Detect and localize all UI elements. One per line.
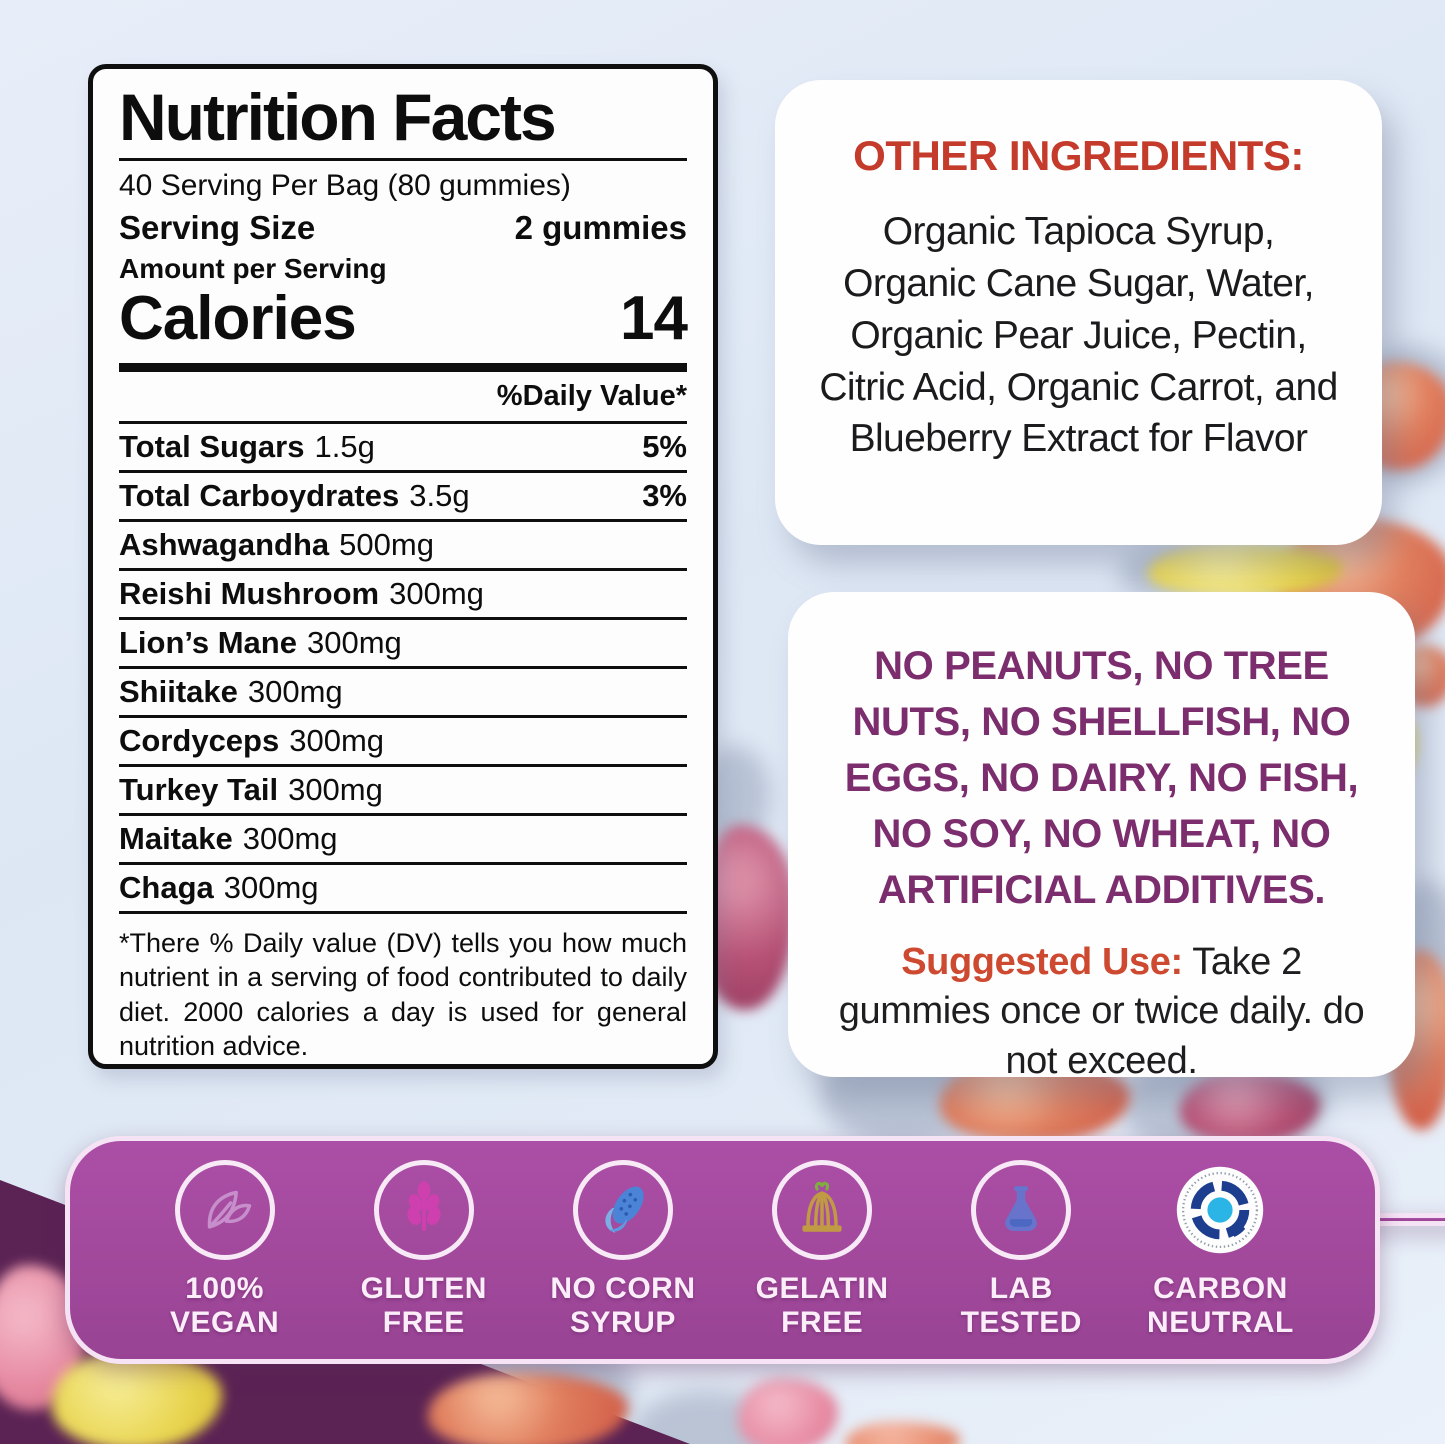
leaf-icon — [174, 1160, 275, 1261]
badge-gluten-free: GLUTEN FREE — [324, 1160, 523, 1340]
badge-label: 100% VEGAN — [169, 1272, 280, 1339]
badge-label: GELATIN FREE — [755, 1272, 889, 1339]
serving-size-row: Serving Size 2 gummies — [119, 209, 687, 247]
gummy-yellow — [1148, 543, 1343, 598]
calories-label: Calories — [119, 284, 357, 354]
corn-icon — [572, 1160, 673, 1261]
table-row: Maitake 300mg — [119, 816, 687, 865]
jelly-mold-icon — [772, 1160, 873, 1261]
table-row: Total Sugars 1.5g 5% — [119, 424, 687, 473]
calories-row: Calories 14 — [119, 284, 688, 354]
feature-badges-bar: 100% VEGAN GLUTEN FREE — [65, 1136, 1380, 1364]
gummy-pink — [738, 1378, 838, 1444]
other-ingredients-heading: OTHER INGREDIENTS: — [853, 132, 1304, 179]
suggested-use-label: Suggested Use: — [901, 941, 1183, 983]
serving-size-label: Serving Size — [119, 209, 316, 247]
calories-value: 14 — [620, 284, 688, 354]
allergen-panel: NO PEANUTS, NO TREE NUTS, NO SHELLFISH, … — [788, 592, 1415, 1082]
nutrition-facts-title: Nutrition Facts — [119, 80, 557, 154]
table-row: Cordyceps 300mg — [119, 718, 687, 767]
divider — [119, 158, 687, 162]
suggested-use: Suggested Use: Take 2 gummies once or tw… — [830, 938, 1373, 1086]
badge-carbon-neutral: CARBON NEUTRAL — [1121, 1160, 1320, 1340]
servings-per-bag: 40 Serving Per Bag (80 gummies) — [119, 169, 571, 203]
table-row: Lion’s Mane 300mg — [119, 620, 687, 669]
table-row: Reishi Mushroom 300mg — [119, 571, 687, 620]
table-row: Shiitake 300mg — [119, 669, 687, 718]
badge-label: NO CORN SYRUP — [550, 1272, 696, 1339]
daily-value-footnote: *There % Daily value (DV) tells you how … — [119, 927, 687, 1062]
allergen-statement: NO PEANUTS, NO TREE NUTS, NO SHELLFISH, … — [844, 644, 1359, 912]
badge-no-corn-syrup: NO CORN SYRUP — [523, 1160, 722, 1340]
table-row: Ashwagandha 500mg — [119, 522, 687, 571]
badge-label: CARBON NEUTRAL — [1147, 1272, 1294, 1339]
other-ingredients-body: Organic Tapioca Syrup, Organic Cane Suga… — [819, 210, 1338, 461]
divider-medium — [119, 362, 687, 372]
flask-icon — [971, 1160, 1072, 1261]
suggested-use-text: Take 2 gummies once or twice daily. do n… — [838, 941, 1365, 1082]
wheat-icon — [373, 1160, 474, 1261]
badge-vegan: 100% VEGAN — [125, 1160, 324, 1340]
other-ingredients-panel: OTHER INGREDIENTS: Organic Tapioca Syrup… — [775, 80, 1382, 545]
gummy-raspberry — [1180, 1072, 1320, 1144]
gummy-orange — [428, 1372, 628, 1444]
table-row: Total Carboydrates 3.5g 3% — [119, 473, 687, 522]
daily-value-header: %Daily Value* — [496, 379, 687, 412]
carbon-neutral-badge-icon — [1170, 1160, 1270, 1260]
table-row: Chaga 300mg — [119, 865, 687, 914]
badge-lab-tested: LAB TESTED — [922, 1160, 1121, 1340]
nutrition-facts-panel: Nutrition Facts 40 Serving Per Bag (80 g… — [88, 64, 1445, 1226]
gummy-salmon — [845, 1422, 960, 1444]
badge-label: GLUTEN FREE — [360, 1272, 487, 1339]
amount-per-serving-label: Amount per Serving — [119, 253, 387, 285]
gummy-yellow — [52, 1350, 222, 1444]
badge-label: LAB TESTED — [960, 1272, 1082, 1339]
serving-size-value: 2 gummies — [514, 209, 687, 247]
badge-gelatin-free: GELATIN FREE — [723, 1160, 922, 1340]
table-row: Turkey Tail 300mg — [119, 767, 687, 816]
nutrient-table: Total Sugars 1.5g 5% Total Carboydrates 3.5… — [119, 420, 687, 914]
